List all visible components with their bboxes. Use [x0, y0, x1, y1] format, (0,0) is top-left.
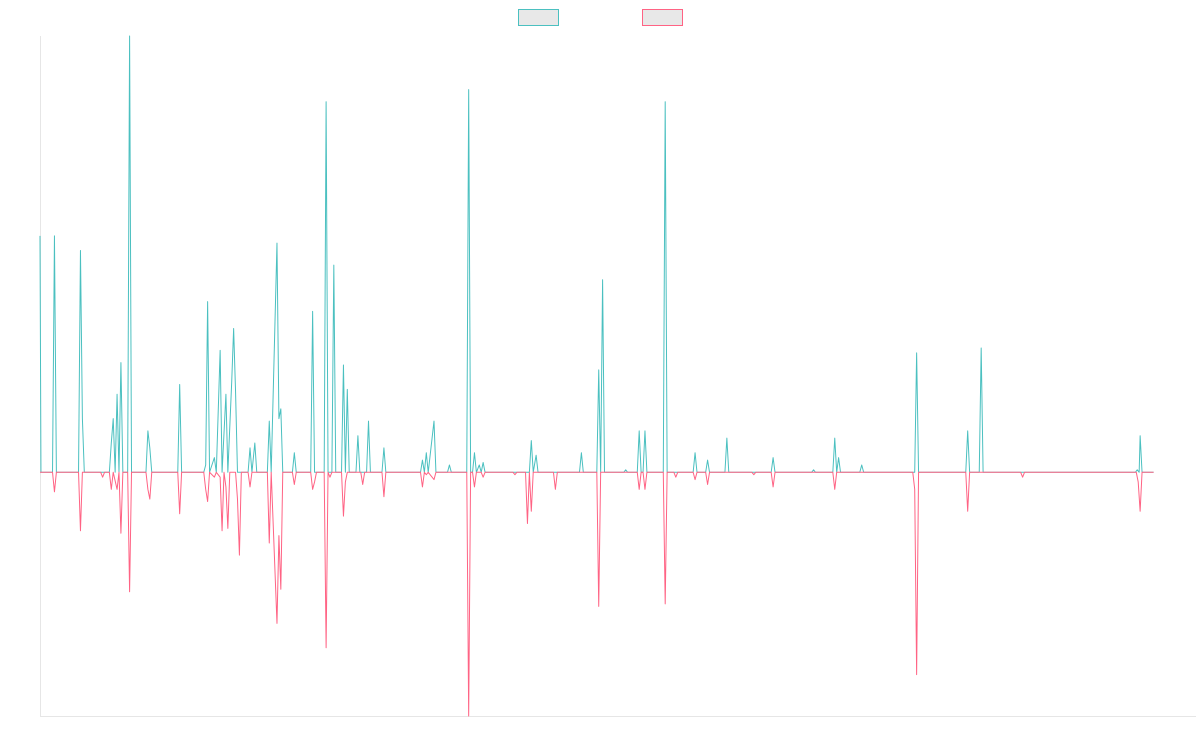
series-layer: [39, 35, 1154, 717]
legend-item-1[interactable]: [518, 9, 559, 26]
axes: [40, 36, 1196, 717]
series-line-1: [39, 35, 1154, 473]
legend: [518, 9, 683, 26]
legend-swatch: [518, 9, 559, 26]
series-line-2: [40, 471, 1154, 717]
legend-item-2[interactable]: [642, 9, 683, 26]
legend-swatch: [642, 9, 683, 26]
